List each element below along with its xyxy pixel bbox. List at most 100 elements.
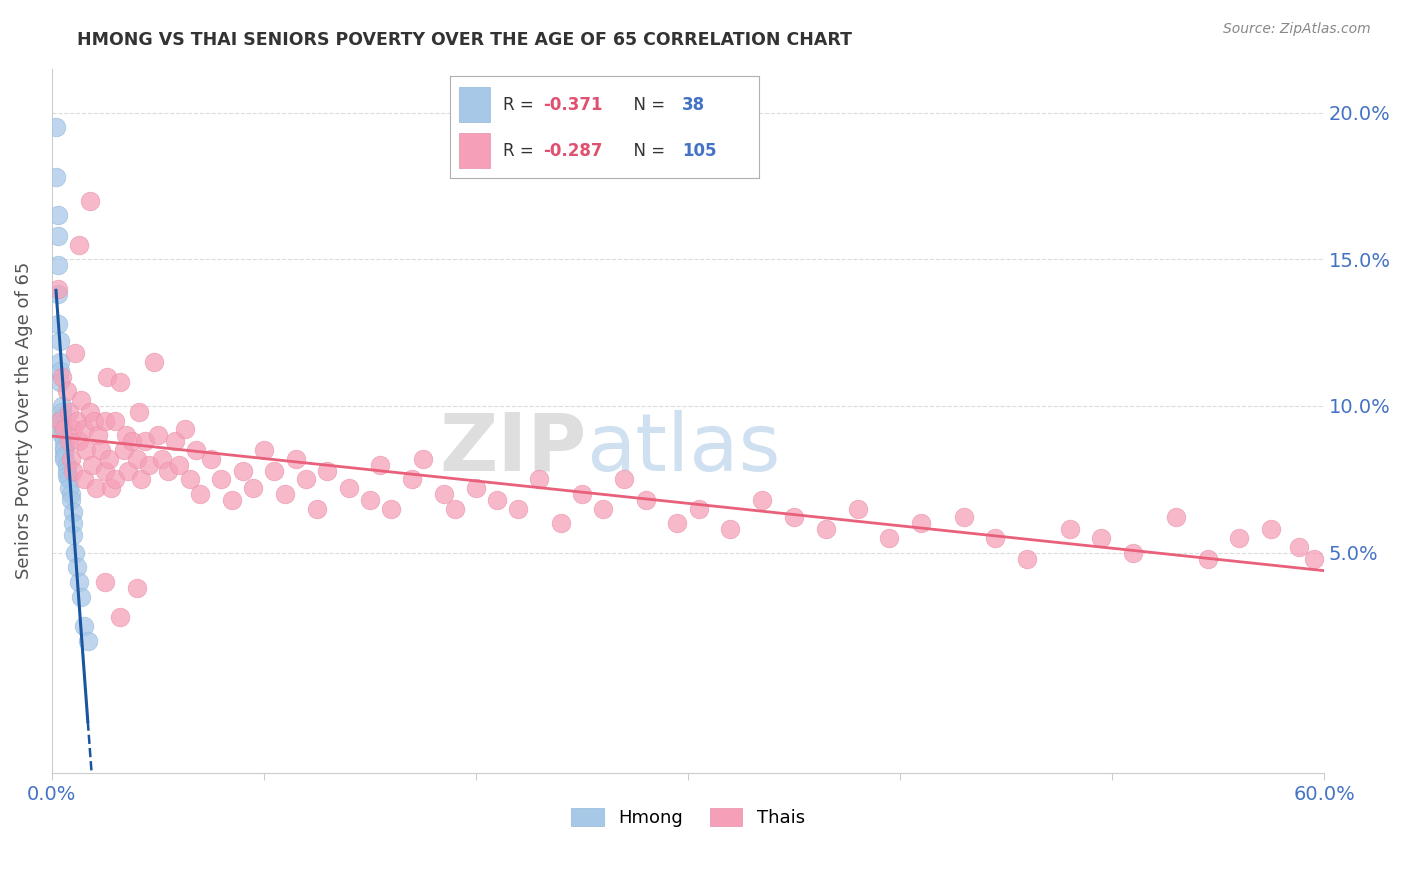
Point	[67, 574, 90, 589]
Point	[94, 574, 117, 589]
Text: R =: R =	[502, 142, 538, 160]
Point	[134, 434, 156, 449]
Point	[49, 334, 72, 349]
Point	[104, 414, 127, 428]
Point	[45, 170, 67, 185]
Point	[571, 487, 593, 501]
Point	[87, 428, 110, 442]
Point	[1164, 510, 1187, 524]
Point	[125, 581, 148, 595]
Text: N =: N =	[623, 95, 671, 113]
Text: R =: R =	[502, 95, 538, 113]
Point	[83, 414, 105, 428]
Point	[55, 469, 77, 483]
Point	[53, 434, 76, 449]
Point	[49, 355, 72, 369]
Y-axis label: Seniors Poverty Over the Age of 65: Seniors Poverty Over the Age of 65	[15, 262, 32, 579]
Point	[94, 414, 117, 428]
Point	[666, 516, 689, 531]
Point	[879, 531, 901, 545]
Point	[100, 481, 122, 495]
Point	[72, 472, 94, 486]
Point	[55, 463, 77, 477]
Point	[46, 228, 69, 243]
Point	[51, 399, 73, 413]
Point	[814, 522, 837, 536]
Point	[51, 369, 73, 384]
Point	[174, 422, 197, 436]
Point	[232, 463, 254, 477]
Point	[53, 442, 76, 457]
Point	[274, 487, 297, 501]
Point	[146, 428, 169, 442]
Point	[984, 531, 1007, 545]
Point	[253, 442, 276, 457]
Point	[66, 414, 89, 428]
Point	[433, 487, 456, 501]
Point	[952, 510, 974, 524]
Point	[846, 501, 869, 516]
Point	[200, 451, 222, 466]
Point	[72, 619, 94, 633]
Point	[94, 463, 117, 477]
Point	[62, 463, 84, 477]
Point	[104, 472, 127, 486]
Point	[751, 492, 773, 507]
Point	[79, 194, 101, 208]
Point	[1288, 540, 1310, 554]
Text: 105: 105	[682, 142, 717, 160]
Point	[62, 528, 84, 542]
Text: -0.287: -0.287	[543, 142, 602, 160]
Point	[62, 516, 84, 531]
Point	[412, 451, 434, 466]
Point	[142, 355, 165, 369]
Point	[59, 487, 82, 501]
Text: 38: 38	[682, 95, 704, 113]
Point	[1260, 522, 1282, 536]
Point	[58, 405, 80, 419]
Point	[53, 422, 76, 436]
Point	[55, 384, 77, 399]
Point	[51, 417, 73, 431]
Point	[72, 422, 94, 436]
Point	[76, 633, 98, 648]
Point	[62, 505, 84, 519]
Point	[84, 481, 107, 495]
Point	[157, 463, 180, 477]
Text: ZIP: ZIP	[439, 409, 586, 488]
Point	[337, 481, 360, 495]
Point	[1197, 551, 1219, 566]
Point	[305, 501, 328, 516]
Point	[1122, 546, 1144, 560]
Point	[688, 501, 710, 516]
Point	[75, 442, 97, 457]
Point	[51, 422, 73, 436]
Point	[63, 546, 86, 560]
Bar	[460, 87, 491, 122]
Point	[59, 451, 82, 466]
Point	[179, 472, 201, 486]
Point	[284, 451, 307, 466]
Point	[125, 451, 148, 466]
Point	[46, 258, 69, 272]
Point	[98, 451, 121, 466]
Point	[184, 442, 207, 457]
Point	[51, 428, 73, 442]
Point	[53, 451, 76, 466]
Point	[613, 472, 636, 486]
Point	[108, 376, 131, 390]
Text: -0.371: -0.371	[543, 95, 602, 113]
Point	[66, 560, 89, 574]
Point	[121, 434, 143, 449]
Point	[59, 492, 82, 507]
Point	[1017, 551, 1039, 566]
Bar	[460, 133, 491, 168]
Point	[62, 422, 84, 436]
Point	[242, 481, 264, 495]
Point	[67, 434, 90, 449]
Point	[209, 472, 232, 486]
Text: N =: N =	[623, 142, 671, 160]
Point	[167, 458, 190, 472]
Point	[380, 501, 402, 516]
Point	[370, 458, 392, 472]
